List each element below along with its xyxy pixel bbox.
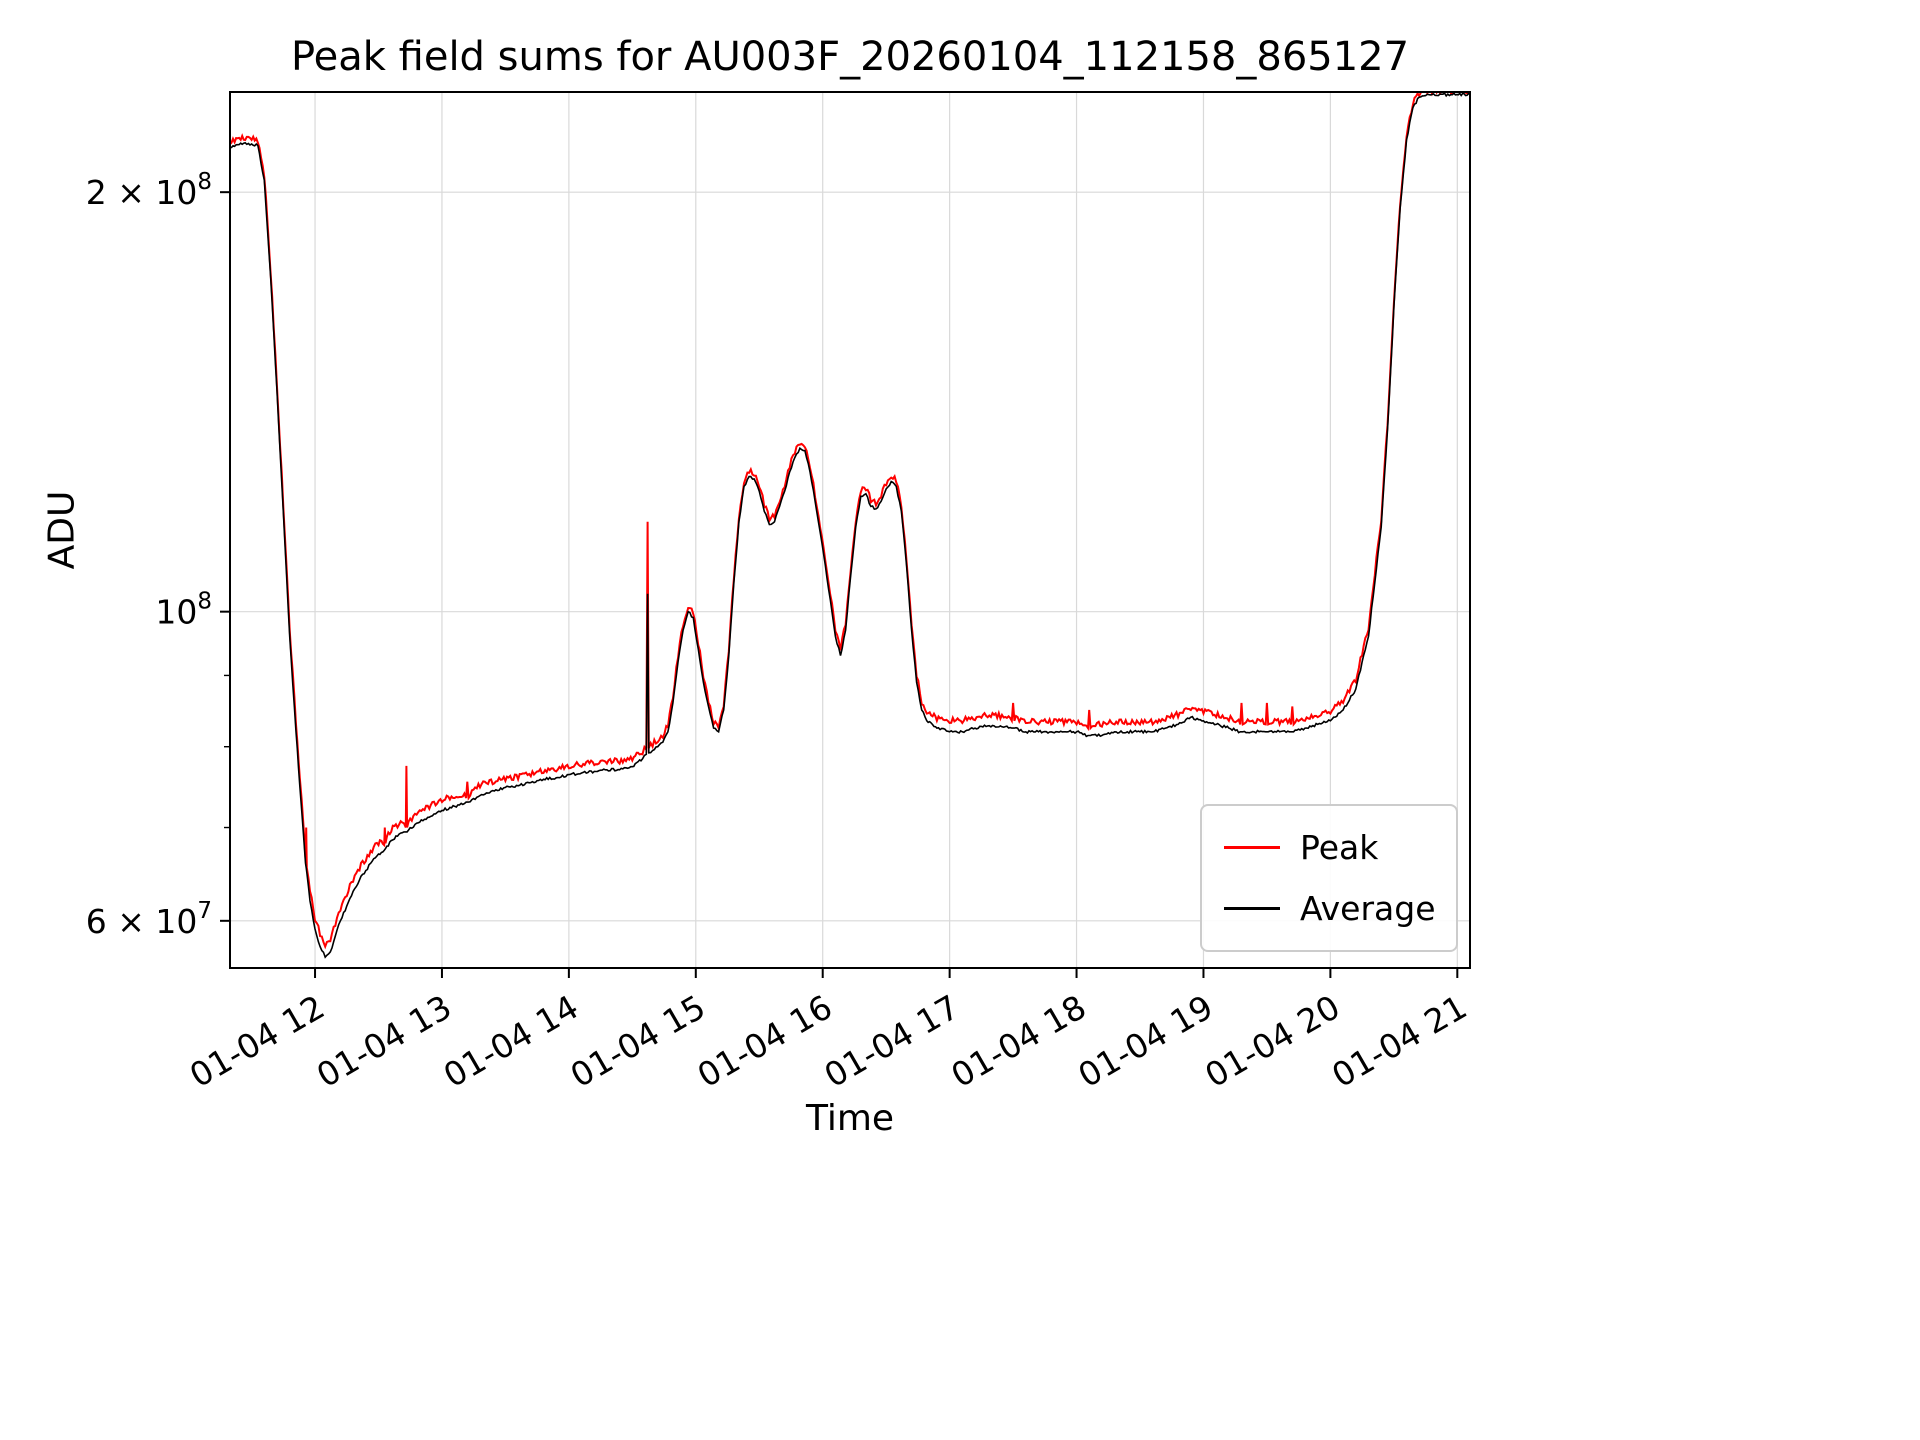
chart-title: Peak field sums for AU003F_20260104_1121… xyxy=(290,34,1410,80)
svg-text:01-04 20: 01-04 20 xyxy=(1198,987,1346,1095)
svg-text:01-04 19: 01-04 19 xyxy=(1071,987,1219,1095)
svg-text:108: 108 xyxy=(155,589,212,632)
svg-text:01-04 16: 01-04 16 xyxy=(691,987,839,1095)
svg-text:01-04 14: 01-04 14 xyxy=(437,987,585,1095)
svg-text:2 × 108: 2 × 108 xyxy=(86,169,212,212)
average-line-swatch xyxy=(1224,907,1280,910)
legend-label-peak: Peak xyxy=(1300,828,1379,867)
svg-text:01-04 18: 01-04 18 xyxy=(945,987,1093,1095)
legend-item-peak: Peak xyxy=(1224,828,1456,867)
svg-text:01-04 12: 01-04 12 xyxy=(183,987,331,1095)
legend: Peak Average xyxy=(1200,804,1458,952)
svg-text:01-04 13: 01-04 13 xyxy=(310,987,458,1095)
peak-line-swatch xyxy=(1224,846,1280,849)
svg-text:01-04 17: 01-04 17 xyxy=(818,987,966,1095)
legend-item-average: Average xyxy=(1224,889,1456,928)
y-axis-label: ADU xyxy=(41,490,83,570)
x-axis-label: Time xyxy=(805,1098,895,1139)
svg-text:01-04 21: 01-04 21 xyxy=(1325,987,1473,1095)
svg-text:01-04 15: 01-04 15 xyxy=(564,987,712,1095)
legend-label-average: Average xyxy=(1300,889,1436,928)
svg-text:6 × 107: 6 × 107 xyxy=(86,898,212,941)
